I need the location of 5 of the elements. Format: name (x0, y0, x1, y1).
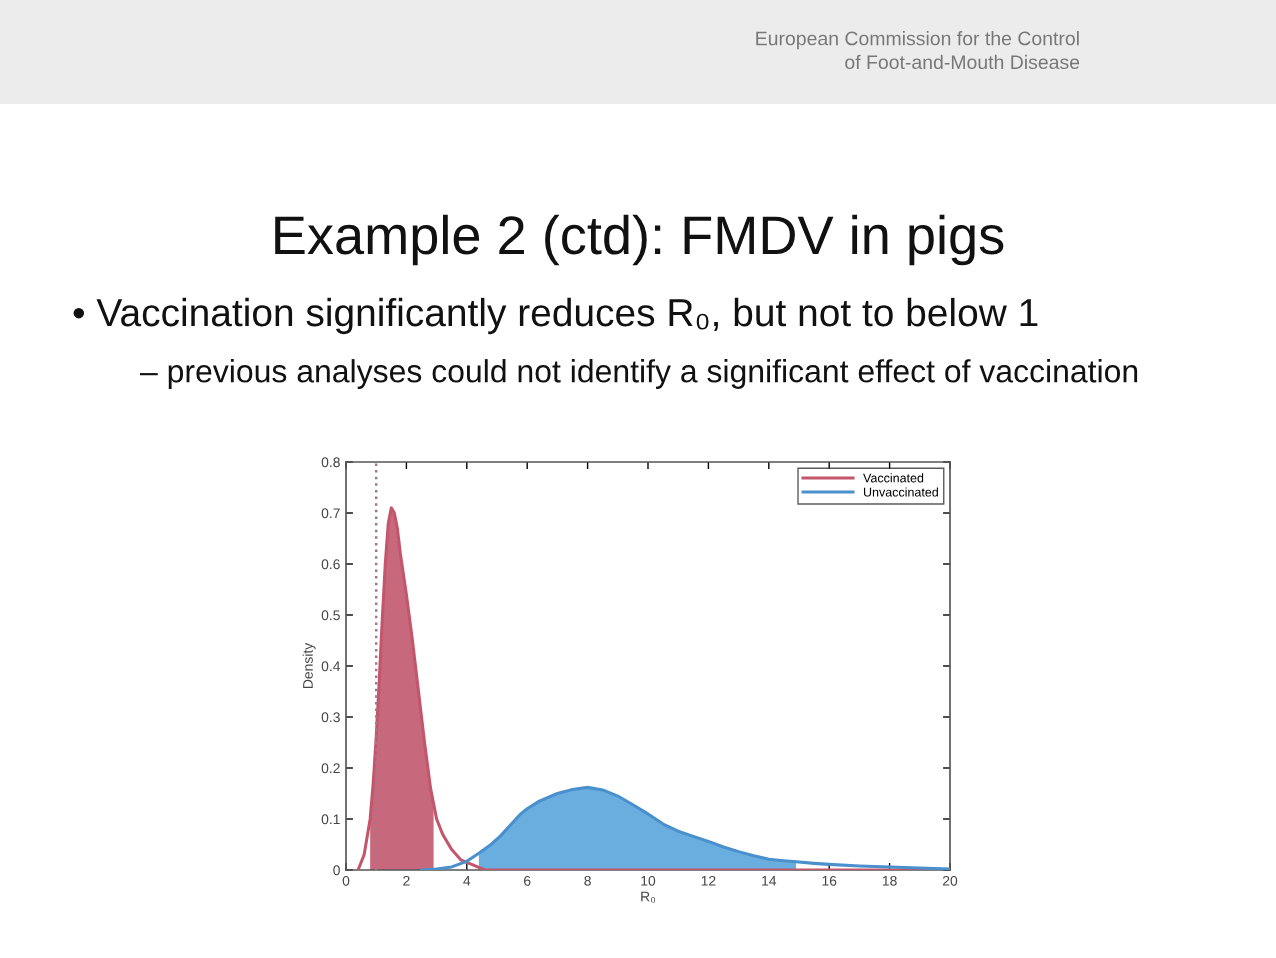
chart-title: Example 2 (ctd): FMDV in pigs (275, 214, 1004, 266)
text: – previous analyses could not identify a significant effect of vaccination (140, 359, 1138, 389)
text: European Commission for the Control of Foot-and-Mouth Disease (756, 31, 1080, 70)
text: • Vaccination significantly reduces R₀, but not to below 1 (73, 297, 1038, 335)
line-series (419, 785, 950, 870)
